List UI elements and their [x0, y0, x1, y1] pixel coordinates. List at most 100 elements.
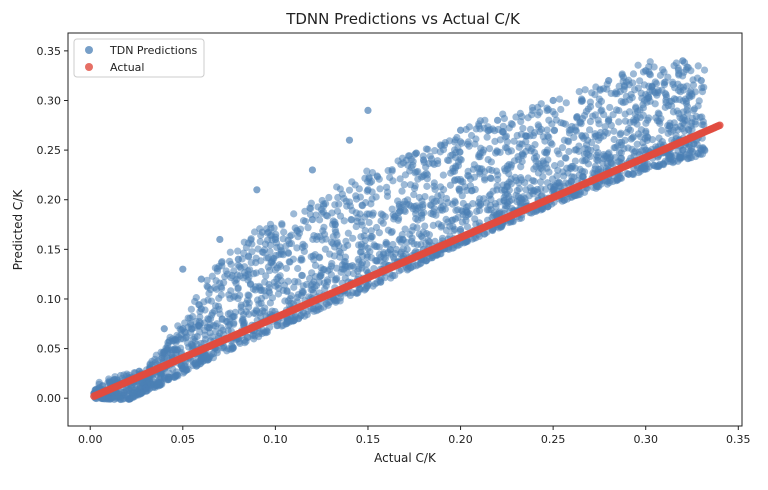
prediction-point — [646, 58, 654, 66]
prediction-point — [580, 134, 588, 142]
prediction-point — [481, 168, 489, 176]
prediction-point — [346, 202, 354, 210]
prediction-point — [398, 187, 406, 195]
prediction-point — [289, 316, 297, 325]
prediction-point — [500, 114, 508, 123]
prediction-point — [227, 287, 235, 295]
prediction-point — [537, 178, 545, 186]
prediction-point — [304, 224, 312, 232]
prediction-point — [689, 106, 697, 114]
prediction-point — [548, 140, 556, 148]
prediction-point — [530, 165, 538, 173]
prediction-point — [252, 269, 260, 277]
prediction-point — [176, 344, 185, 352]
prediction-point — [289, 255, 298, 263]
prediction-point — [495, 224, 503, 232]
prediction-point — [418, 197, 426, 205]
prediction-point — [298, 243, 306, 252]
prediction-point — [308, 286, 317, 294]
chart-title: TDNN Predictions vs Actual C/K — [285, 10, 521, 28]
prediction-point — [226, 294, 234, 303]
prediction-point — [380, 249, 388, 257]
prediction-point — [239, 274, 247, 282]
prediction-point — [179, 265, 187, 273]
prediction-point — [565, 129, 574, 137]
prediction-point — [272, 282, 280, 290]
prediction-point — [694, 62, 702, 70]
prediction-point — [628, 134, 637, 142]
prediction-point — [123, 370, 131, 378]
prediction-point — [464, 171, 472, 180]
prediction-point — [658, 66, 667, 74]
prediction-point — [664, 102, 672, 110]
prediction-point — [361, 236, 369, 244]
prediction-point — [560, 196, 568, 204]
prediction-point — [348, 178, 356, 186]
prediction-point — [412, 149, 421, 157]
prediction-point — [452, 206, 460, 215]
prediction-point — [456, 126, 465, 134]
prediction-point — [652, 79, 661, 88]
prediction-point — [264, 263, 272, 271]
prediction-point — [333, 239, 341, 248]
prediction-point — [160, 374, 168, 382]
legend-marker-predictions — [85, 46, 93, 54]
prediction-point — [562, 99, 570, 107]
prediction-point — [187, 305, 195, 313]
prediction-point — [197, 305, 205, 313]
prediction-point — [212, 322, 220, 330]
prediction-point — [617, 129, 625, 137]
prediction-point — [688, 125, 696, 133]
prediction-point — [320, 223, 328, 231]
prediction-point — [234, 255, 242, 263]
prediction-point — [363, 167, 371, 175]
prediction-point — [605, 77, 613, 85]
prediction-point — [355, 185, 363, 193]
x-tick-label: 0.00 — [78, 433, 103, 446]
prediction-point — [542, 149, 550, 157]
prediction-point — [105, 394, 113, 402]
prediction-point — [451, 199, 459, 207]
prediction-point — [170, 373, 178, 381]
prediction-point — [673, 107, 681, 115]
prediction-point — [238, 317, 246, 325]
prediction-point — [658, 126, 666, 134]
prediction-point — [367, 233, 375, 241]
prediction-point — [437, 191, 445, 199]
prediction-point — [241, 339, 249, 347]
prediction-point — [458, 192, 466, 200]
prediction-point — [645, 114, 653, 122]
prediction-point — [575, 88, 583, 96]
prediction-point — [375, 175, 383, 183]
prediction-point — [503, 183, 512, 191]
prediction-point — [651, 100, 659, 108]
prediction-point — [554, 166, 562, 174]
prediction-point — [336, 253, 344, 261]
prediction-point — [602, 177, 611, 185]
prediction-point — [635, 148, 643, 156]
prediction-point — [436, 141, 444, 149]
prediction-point — [534, 111, 542, 119]
prediction-point — [383, 192, 392, 200]
prediction-point — [679, 72, 687, 80]
prediction-point — [250, 228, 259, 236]
prediction-point — [636, 77, 644, 85]
prediction-point — [273, 322, 281, 330]
prediction-point — [384, 167, 392, 175]
prediction-point — [247, 236, 255, 244]
prediction-point — [503, 138, 511, 146]
prediction-point — [605, 115, 613, 123]
prediction-point — [586, 102, 595, 111]
prediction-point — [409, 223, 417, 231]
prediction-point — [333, 183, 341, 191]
prediction-point — [298, 271, 306, 280]
prediction-point — [642, 119, 650, 127]
prediction-point — [549, 108, 557, 116]
legend-label-actual: Actual — [110, 61, 144, 74]
prediction-point — [317, 272, 325, 280]
axes-frame — [67, 32, 743, 427]
prediction-point — [279, 251, 287, 259]
prediction-point — [340, 217, 348, 225]
prediction-point — [645, 93, 653, 102]
prediction-point — [588, 138, 596, 147]
